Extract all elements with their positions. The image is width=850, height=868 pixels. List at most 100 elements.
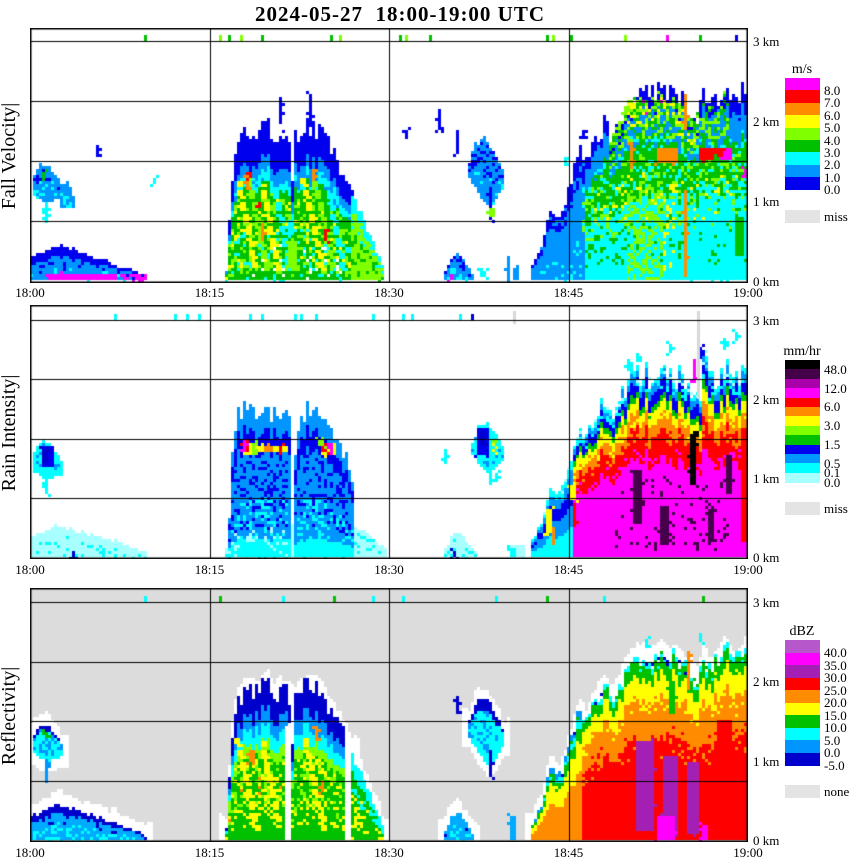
legend-label-reflectivity-10.0: 10.0	[824, 720, 847, 735]
legend-label-reflectivity-20.0: 20.0	[824, 695, 847, 710]
legend-block-rain-intensity-miss	[785, 502, 820, 516]
y-tick-reflectivity-0-km: 0 km	[753, 833, 780, 848]
legend-block-reflectivity-1	[785, 652, 820, 666]
legend-label-rain-intensity-0.1: 0.1	[824, 465, 841, 481]
legend-label-reflectivity-0.0: 0.0	[824, 745, 841, 760]
legend-block-rain-intensity-10	[785, 453, 820, 464]
legend-label-rain-intensity-0.5: 0.5	[824, 455, 841, 471]
legend-label-reflectivity-35.0: 35.0	[824, 657, 847, 673]
legend-label-fall-velocity-6.0: 6.0	[824, 107, 841, 123]
legend-label-fall-velocity-5.0: 5.0	[824, 120, 841, 136]
x-tick-rain-intensity-18:30: 18:30	[374, 562, 404, 577]
legend-block-reflectivity-7	[785, 727, 820, 741]
legend-block-fall-velocity-0	[785, 78, 820, 91]
legend-block-rain-intensity-1	[785, 369, 820, 380]
legend-label-rain-intensity-48.0: 48.0	[824, 361, 847, 377]
y-tick-fall-velocity-0-km: 0 km	[753, 274, 780, 289]
legend-label-reflectivity--5.0: -5.0	[824, 757, 845, 773]
y-tick-reflectivity-3-km: 3 km	[753, 595, 780, 610]
reflectivity-heatmap	[30, 588, 748, 842]
legend-title-reflectivity: dBZ	[789, 624, 815, 639]
y-tick-rain-intensity-0-km: 0 km	[753, 550, 780, 565]
y-tick-reflectivity-2-km: 2 km	[753, 674, 780, 690]
legend-block-reflectivity-9	[785, 752, 820, 766]
legend-label-reflectivity-none: none	[824, 784, 850, 799]
x-tick-reflectivity-18:30: 18:30	[374, 845, 404, 860]
y-tick-rain-intensity-3-km: 3 km	[753, 313, 780, 328]
legend-label-rain-intensity-0.0: 0.0	[824, 474, 841, 490]
y-tick-fall-velocity-3-km: 3 km	[753, 34, 780, 49]
x-tick-rain-intensity-19:00: 19:00	[733, 562, 763, 577]
x-tick-rain-intensity-18:45: 18:45	[553, 562, 584, 577]
legend-block-rain-intensity-6	[785, 416, 820, 427]
legend-block-fall-velocity-7	[785, 164, 820, 178]
legend-label-fall-velocity-0.0: 0.0	[824, 182, 841, 198]
legend-block-reflectivity-4	[785, 690, 820, 703]
legend-block-fall-velocity-8	[785, 177, 820, 191]
legend-block-rain-intensity-11	[785, 463, 820, 474]
rain-intensity-heatmap	[30, 305, 748, 559]
legend-label-reflectivity-5.0: 5.0	[824, 732, 841, 748]
legend-block-fall-velocity-4	[785, 127, 820, 141]
legend-block-fall-velocity-6	[785, 152, 820, 166]
legend-block-reflectivity-0	[785, 640, 820, 653]
legend-label-fall-velocity-4.0: 4.0	[824, 132, 841, 148]
x-tick-fall-velocity-18:00: 18:00	[15, 285, 45, 300]
legend-label-fall-velocity-8.0: 8.0	[824, 82, 841, 98]
x-tick-fall-velocity-18:15: 18:15	[194, 285, 225, 300]
y-axis-title-fall-velocity: Fall Velocity|	[0, 102, 20, 210]
legend-label-fall-velocity-2.0: 2.0	[824, 157, 841, 173]
y-axis-title-reflectivity: Reflectivity|	[0, 666, 20, 766]
legend-label-fall-velocity-7.0: 7.0	[824, 95, 841, 111]
legend-block-rain-intensity-2	[785, 378, 820, 389]
legend-label-fall-velocity-1.0: 1.0	[824, 169, 841, 185]
legend-block-fall-velocity-3	[785, 115, 820, 129]
legend-block-rain-intensity-4	[785, 397, 820, 408]
y-axis-title-rain-intensity: Rain Intensity|	[0, 374, 20, 492]
x-tick-reflectivity-18:15: 18:15	[194, 845, 225, 860]
fall-velocity-heatmap	[30, 28, 748, 283]
y-tick-rain-intensity-1-km: 1 km	[753, 471, 780, 486]
y-tick-rain-intensity-2-km: 2 km	[753, 392, 780, 407]
y-tick-reflectivity-1-km: 1 km	[753, 753, 780, 769]
legend-label-rain-intensity-1.5: 1.5	[824, 437, 841, 452]
legend-block-reflectivity-3	[785, 677, 820, 691]
legend-block-reflectivity-5	[785, 702, 820, 716]
legend-title-fall-velocity: m/s	[791, 62, 813, 77]
legend-block-fall-velocity-5	[785, 140, 820, 153]
x-tick-fall-velocity-18:30: 18:30	[374, 285, 404, 300]
legend-label-reflectivity-15.0: 15.0	[824, 707, 847, 723]
legend-block-reflectivity-8	[785, 740, 820, 753]
legend-block-reflectivity-6	[785, 715, 820, 728]
legend-label-reflectivity-25.0: 25.0	[824, 682, 847, 698]
legend-block-fall-velocity-miss	[785, 209, 820, 223]
figure-title: 2024-05-27 18:00-19:00 UTC	[254, 2, 546, 26]
legend-label-rain-intensity-3.0: 3.0	[824, 418, 841, 434]
legend-block-fall-velocity-2	[785, 102, 820, 116]
legend-label-fall-velocity-3.0: 3.0	[824, 144, 841, 160]
legend-label-rain-intensity-6.0: 6.0	[824, 399, 841, 415]
legend-block-rain-intensity-12	[785, 472, 820, 483]
legend-block-rain-intensity-3	[785, 388, 820, 399]
x-tick-rain-intensity-18:00: 18:00	[15, 562, 45, 577]
legend-block-reflectivity-none	[785, 785, 820, 798]
legend-block-rain-intensity-7	[785, 425, 820, 436]
y-tick-fall-velocity-1-km: 1 km	[753, 194, 780, 209]
legend-block-reflectivity-2	[785, 665, 820, 678]
x-tick-fall-velocity-19:00: 19:00	[733, 285, 763, 300]
legend-label-rain-intensity-12.0: 12.0	[824, 380, 847, 396]
legend-block-rain-intensity-5	[785, 406, 820, 417]
x-tick-reflectivity-18:45: 18:45	[553, 845, 584, 860]
x-tick-reflectivity-18:00: 18:00	[15, 845, 45, 860]
x-tick-fall-velocity-18:45: 18:45	[553, 285, 584, 300]
legend-label-rain-intensity-miss: miss	[824, 501, 848, 517]
legend-label-fall-velocity-miss: miss	[824, 208, 848, 224]
legend-block-rain-intensity-8	[785, 435, 820, 445]
legend-title-rain-intensity: mm/hr	[783, 344, 821, 359]
y-tick-fall-velocity-2-km: 2 km	[753, 114, 780, 129]
legend-block-rain-intensity-0	[785, 360, 820, 370]
legend-block-rain-intensity-9	[785, 444, 820, 455]
legend-label-reflectivity-30.0: 30.0	[824, 670, 847, 685]
x-tick-reflectivity-19:00: 19:00	[733, 845, 763, 860]
legend-label-reflectivity-40.0: 40.0	[824, 645, 847, 660]
